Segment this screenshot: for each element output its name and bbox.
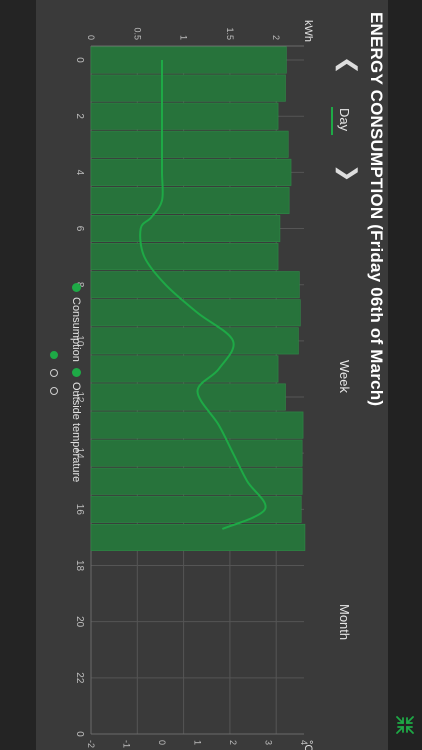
bar-consumption <box>90 411 304 439</box>
y-tick-label: 1 <box>179 35 189 40</box>
bar-consumption <box>90 467 303 495</box>
y2-tick-label: 4 <box>299 740 309 745</box>
x-tick-label: 18 <box>74 560 85 572</box>
x-tick-label: 16 <box>74 504 85 516</box>
bar-consumption <box>90 74 286 102</box>
bar-consumption <box>90 158 292 186</box>
y2-tick-label: 0 <box>157 740 167 745</box>
energy-chart: 0246810121416182022000.511.52-2-101234kW… <box>74 20 314 750</box>
y-tick-label: 2 <box>271 35 281 40</box>
bar-consumption <box>90 130 289 158</box>
y2-tick-label: -1 <box>122 740 132 748</box>
x-tick-label: 14 <box>74 448 85 460</box>
right-toolbar <box>388 0 422 750</box>
bar-consumption <box>90 186 290 214</box>
y-axis-unit: kWh <box>302 20 314 42</box>
chart-panel: ENERGY CONSUMPTION (Friday 06th of March… <box>36 0 388 750</box>
chart-legend: Consumption Outside temperature <box>62 0 82 750</box>
x-tick-label: 6 <box>74 226 85 232</box>
legend-swatch-temperature <box>72 368 81 377</box>
y-tick-label: 0 <box>86 35 96 40</box>
pager-dot[interactable] <box>50 351 58 359</box>
bar-consumption <box>90 271 300 299</box>
x-tick-label: 0 <box>74 731 85 737</box>
legend-label-consumption: Consumption <box>70 297 82 362</box>
bar-consumption <box>90 495 302 523</box>
y2-tick-label: 2 <box>228 740 238 745</box>
x-tick-label: 2 <box>74 113 85 119</box>
y-tick-label: 0.5 <box>132 27 142 40</box>
x-tick-label: 0 <box>74 57 85 63</box>
y2-tick-label: 3 <box>264 740 274 745</box>
x-tick-label: 4 <box>74 170 85 176</box>
bar-consumption <box>90 355 279 383</box>
bar-consumption <box>90 327 299 355</box>
left-margin <box>0 0 36 750</box>
page-indicator <box>44 0 60 750</box>
x-tick-label: 12 <box>74 391 85 403</box>
bar-consumption <box>90 243 279 271</box>
y2-tick-label: 1 <box>193 740 203 745</box>
y-tick-label: 1.5 <box>225 27 235 40</box>
x-tick-label: 22 <box>74 672 85 684</box>
x-tick-label: 20 <box>74 616 85 628</box>
bar-consumption <box>90 215 281 243</box>
y2-axis-unit: °C <box>302 740 314 750</box>
bar-consumption <box>90 299 301 327</box>
legend-label-temperature: Outside temperature <box>70 382 82 483</box>
bar-consumption <box>90 523 306 551</box>
x-tick-label: 10 <box>74 335 85 347</box>
bar-consumption <box>90 102 279 130</box>
bar-consumption <box>90 46 287 74</box>
legend-swatch-consumption <box>72 283 81 292</box>
pager-dot[interactable] <box>50 369 58 377</box>
line-outside-temperature <box>139 60 267 530</box>
legend-item-consumption: Consumption <box>70 283 82 362</box>
y2-tick-label: -2 <box>86 740 96 748</box>
collapse-arrows-icon[interactable] <box>388 708 422 742</box>
bar-consumption <box>90 439 303 467</box>
bar-consumption <box>90 383 286 411</box>
pager-dot[interactable] <box>50 387 58 395</box>
legend-item-temperature: Outside temperature <box>70 368 82 482</box>
